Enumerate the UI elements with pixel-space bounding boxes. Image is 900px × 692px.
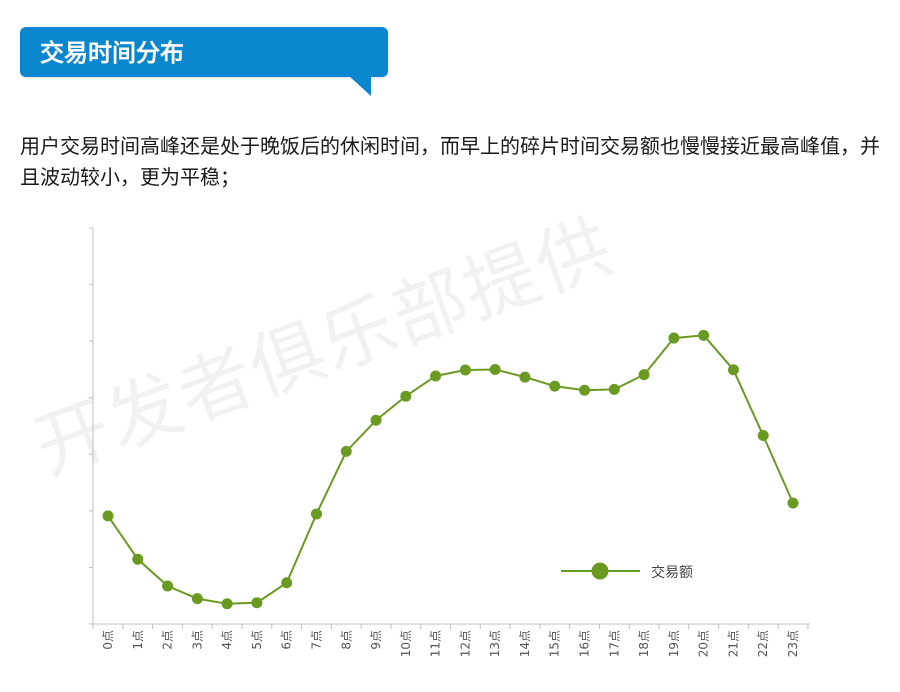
data-point	[221, 598, 233, 610]
description-text: 用户交易时间高峰还是处于晚饭后的休闲时间，而早上的碎片时间交易额也慢慢接近最高峰…	[20, 134, 880, 189]
x-tick-label: 10点	[399, 630, 413, 657]
x-tick-label: 1点	[131, 630, 145, 650]
data-point	[162, 580, 174, 592]
x-tick-label: 19点	[667, 630, 681, 657]
data-point	[459, 364, 471, 376]
x-tick-label: 6点	[280, 630, 294, 650]
x-tick-label: 18点	[637, 630, 651, 657]
x-tick-label: 23点	[786, 630, 800, 657]
x-tick-label: 12点	[458, 630, 472, 657]
x-tick-label: 5点	[250, 630, 264, 650]
x-tick-label: 0点	[101, 630, 115, 650]
data-point	[370, 414, 382, 426]
data-point	[579, 384, 591, 396]
x-tick-label: 2点	[161, 630, 175, 650]
data-point	[400, 390, 412, 402]
x-tick-label: 22点	[756, 630, 770, 657]
title-banner	[20, 27, 388, 77]
data-point	[668, 332, 680, 344]
legend-marker	[591, 562, 609, 580]
data-point	[310, 508, 322, 520]
x-tick-label: 21点	[726, 630, 740, 657]
data-point	[489, 363, 501, 375]
x-tick-label: 7点	[309, 630, 323, 650]
data-point	[757, 430, 769, 442]
data-point	[281, 577, 293, 589]
data-point	[608, 383, 620, 395]
x-tick-label: 15点	[548, 630, 562, 657]
series-line	[107, 334, 794, 605]
data-point	[340, 445, 352, 457]
data-point	[102, 510, 114, 522]
data-point	[698, 329, 710, 341]
x-tick-label: 11点	[429, 630, 443, 657]
data-point	[727, 364, 739, 376]
x-tick-label: 16点	[578, 630, 592, 657]
data-point	[251, 597, 263, 609]
x-tick-label: 14点	[518, 630, 532, 657]
legend-label: 交易额	[651, 564, 693, 581]
title-banner-tail	[349, 76, 371, 96]
data-point	[132, 553, 144, 565]
x-tick-label: 20点	[697, 630, 711, 657]
data-point	[549, 380, 561, 392]
x-tick-label: 3点	[190, 630, 204, 650]
data-point	[191, 593, 203, 605]
data-point	[519, 371, 531, 383]
data-point	[638, 369, 650, 381]
x-tick-label: 4点	[220, 630, 234, 650]
x-tick-label: 8点	[339, 630, 353, 650]
data-point	[787, 497, 799, 509]
x-tick-label: 9点	[369, 630, 383, 650]
data-point	[430, 370, 442, 382]
x-tick-label: 17点	[607, 630, 621, 657]
x-tick-label: 13点	[488, 630, 502, 657]
page-title: 交易时间分布	[40, 39, 184, 67]
